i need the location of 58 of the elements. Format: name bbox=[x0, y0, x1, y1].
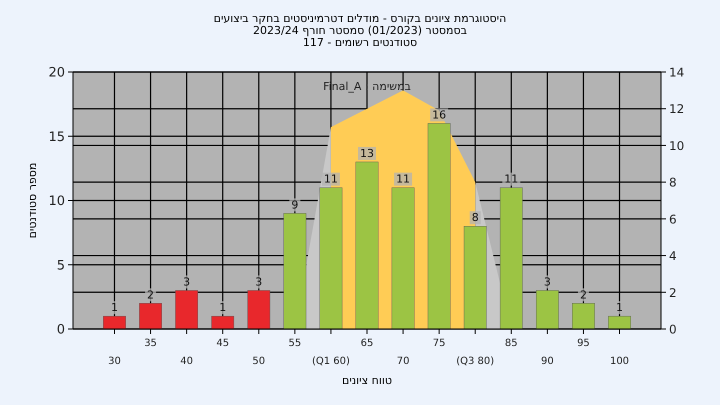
bar bbox=[608, 316, 631, 330]
x-tick-label: 50 bbox=[252, 356, 266, 367]
data-label: 8 bbox=[472, 211, 479, 224]
x-tick-label: 90 bbox=[541, 356, 554, 367]
data-label: 1 bbox=[110, 301, 118, 314]
data-label: 16 bbox=[432, 108, 446, 122]
y-tick-label: 0 bbox=[56, 322, 65, 338]
data-label: 11 bbox=[396, 172, 410, 186]
y2-tick-label: 2 bbox=[669, 286, 677, 300]
x-tick-label: 85 bbox=[504, 338, 518, 349]
data-label: 3 bbox=[255, 275, 262, 288]
bar bbox=[428, 123, 451, 330]
y2-tick-label: 8 bbox=[669, 176, 677, 190]
x-tick-label: 45 bbox=[216, 338, 230, 349]
y-tick-label: 5 bbox=[56, 258, 65, 274]
bar bbox=[356, 162, 378, 330]
bar bbox=[103, 316, 126, 330]
chart-title: היסטוגרמת ציונים בקורס - מודלים דטרמיניסטים בחקר ביצועים בסמסטר (01/2023) סמסטר חורף 2023/24 bbox=[214, 12, 506, 37]
data-label: 11 bbox=[324, 172, 338, 186]
data-label: 3 bbox=[183, 275, 190, 288]
x-tick-label: 30 bbox=[108, 356, 121, 367]
x-tick-label: 95 bbox=[577, 338, 590, 349]
x-tick-label: (Q3 80) bbox=[456, 356, 494, 367]
data-label: 3 bbox=[544, 275, 551, 288]
x-tick-label: 65 bbox=[360, 338, 374, 349]
bar bbox=[392, 187, 414, 330]
x-tick-label: 70 bbox=[396, 356, 410, 367]
y-tick-label: 10 bbox=[48, 194, 65, 209]
y-tick-label: 20 bbox=[48, 66, 65, 80]
bar bbox=[211, 316, 234, 330]
y2-tick-label: 0 bbox=[669, 322, 677, 336]
y-tick-label: 15 bbox=[48, 130, 65, 145]
x-tick-label: 55 bbox=[288, 338, 302, 349]
bar bbox=[139, 303, 162, 330]
x-tick-label: (Q1 60) bbox=[312, 356, 350, 367]
bar bbox=[247, 290, 270, 330]
bar bbox=[572, 303, 595, 330]
x-tick-label: 100 bbox=[610, 356, 630, 367]
y-axis-title: מספר סטודנטים bbox=[26, 162, 39, 238]
x-tick-label: 40 bbox=[180, 356, 193, 367]
data-label: 13 bbox=[360, 146, 374, 160]
data-label: 2 bbox=[580, 288, 587, 302]
x-tick-label: 35 bbox=[144, 338, 157, 349]
x-axis-title: טווח ציונים bbox=[342, 374, 392, 387]
data-label: 1 bbox=[616, 301, 624, 314]
data-label: 1 bbox=[219, 301, 226, 314]
chart-subtitle: סטודנטים רשומים - 117 bbox=[302, 36, 418, 49]
bar bbox=[175, 290, 198, 330]
y2-tick-label: 12 bbox=[669, 102, 684, 116]
y2-tick-label: 14 bbox=[669, 66, 684, 80]
y2-tick-label: 10 bbox=[669, 138, 684, 153]
bar bbox=[536, 290, 559, 330]
data-label: 2 bbox=[147, 288, 154, 302]
data-label: 9 bbox=[291, 198, 298, 212]
y2-tick-label: 4 bbox=[669, 249, 677, 264]
data-label: 11 bbox=[504, 172, 518, 186]
y2-tick-label: 6 bbox=[669, 212, 677, 226]
x-tick-label: 75 bbox=[432, 338, 446, 349]
